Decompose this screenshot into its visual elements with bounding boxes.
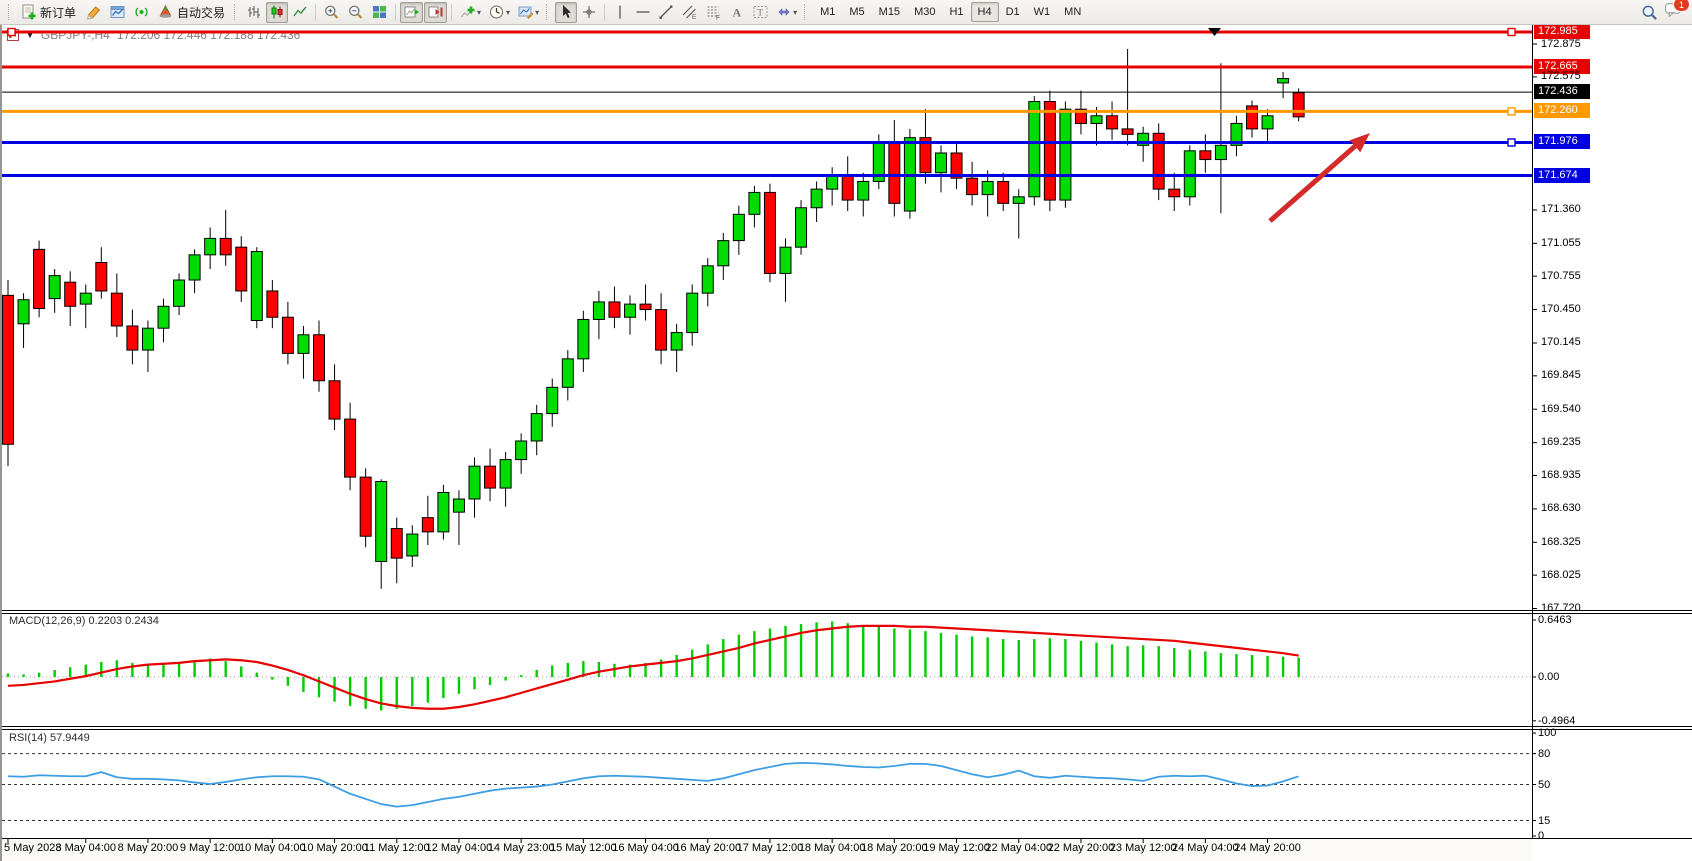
toolbar-separator xyxy=(395,3,397,21)
trendline-button[interactable] xyxy=(655,2,677,23)
cursor-button[interactable] xyxy=(555,1,578,23)
toolbar-gripper[interactable] xyxy=(8,4,13,20)
dropdown-caret-icon: ▾ xyxy=(506,7,511,17)
expand-triangle-icon[interactable]: ▼ xyxy=(26,30,34,40)
horizontal-line-button[interactable] xyxy=(632,2,654,23)
horizontal-line-icon xyxy=(636,11,650,13)
auto-scroll-button[interactable] xyxy=(400,1,424,23)
toolbar-gripper[interactable] xyxy=(804,4,809,20)
signal-icon xyxy=(135,7,148,17)
zoom-out-icon xyxy=(349,5,363,19)
timeframe-m1-button[interactable]: M1 xyxy=(820,6,836,18)
timeframe-d1-button[interactable]: D1 xyxy=(1005,6,1020,18)
crayon-icon xyxy=(86,6,101,20)
signals-button[interactable] xyxy=(130,2,153,23)
template-icon xyxy=(518,6,534,19)
search-icon[interactable] xyxy=(1641,4,1658,21)
chart-profile-button[interactable] xyxy=(106,2,129,23)
vertical-line-icon xyxy=(619,5,621,19)
crosshair-button[interactable] xyxy=(578,2,600,23)
new-order-button[interactable]: 新订单 xyxy=(17,2,81,23)
auto-scroll-icon xyxy=(404,6,420,18)
candlestick-icon xyxy=(271,5,283,19)
notification-badge: 1 xyxy=(1673,0,1690,12)
toolbar-separator xyxy=(604,3,606,21)
tile-windows-icon xyxy=(373,6,387,18)
crosshair-icon xyxy=(583,6,596,18)
trendline-icon xyxy=(659,5,673,19)
timeframe-mn-button[interactable]: MN xyxy=(1064,6,1082,18)
line-chart-button[interactable] xyxy=(289,2,311,23)
add-indicator-button[interactable]: ▾ xyxy=(456,2,484,23)
text-label-icon: T xyxy=(753,6,768,19)
text-a-icon: A xyxy=(733,6,742,20)
autotrading-icon xyxy=(159,4,172,18)
macd-indicator-label: MACD(12,26,9) 0.2203 0.2434 xyxy=(9,615,159,627)
rsi-indicator-label: RSI(14) 57.9449 xyxy=(9,732,90,744)
template-button[interactable]: ▾ xyxy=(514,2,542,23)
timeframe-m5-button[interactable]: M5 xyxy=(849,6,865,18)
vertical-line-button[interactable] xyxy=(609,2,631,23)
price-chart-canvas[interactable] xyxy=(2,25,1692,861)
period-button[interactable]: ▾ xyxy=(485,2,513,23)
zoom-in-icon xyxy=(325,5,339,19)
svg-text:F: F xyxy=(716,15,720,21)
arrows-icon xyxy=(778,8,790,16)
chart-shift-icon xyxy=(428,6,443,18)
fibonacci-button[interactable]: F xyxy=(702,2,725,23)
timeframe-h1-button[interactable]: H1 xyxy=(949,6,964,18)
toolbar-separator xyxy=(451,3,453,21)
svg-text:A: A xyxy=(733,6,742,20)
text-label-button[interactable]: T xyxy=(749,2,772,23)
channel-icon: E xyxy=(682,5,697,20)
add-indicator-icon xyxy=(461,6,475,18)
fibonacci-icon: F xyxy=(707,6,720,21)
dropdown-caret-icon: ▾ xyxy=(535,7,540,17)
toolbar-right: 1 xyxy=(1641,0,1690,23)
dropdown-caret-icon: ▾ xyxy=(477,7,482,17)
chat-button[interactable]: 1 xyxy=(1664,0,1690,23)
zoom-in-button[interactable] xyxy=(320,2,343,23)
text-button[interactable]: A xyxy=(726,2,748,23)
svg-text:T: T xyxy=(757,9,763,19)
dropdown-caret-icon: ▾ xyxy=(793,7,798,17)
svg-text:E: E xyxy=(692,14,697,20)
cursor-icon xyxy=(563,5,572,18)
bar-chart-icon xyxy=(248,6,261,18)
autotrading-button[interactable]: 自动交易 xyxy=(154,2,230,23)
new-order-label: 新订单 xyxy=(40,5,77,20)
chart-window: ▼ GBPJPY-,H4 172.206 172.446 172.188 172… xyxy=(0,24,1692,861)
line-chart-icon xyxy=(293,6,307,17)
new-order-icon xyxy=(22,4,36,20)
candlestick-chart-button[interactable] xyxy=(266,1,289,23)
chart-window-icon xyxy=(110,6,125,18)
chart-shift-button[interactable] xyxy=(424,1,448,23)
timeframe-w1-button[interactable]: W1 xyxy=(1033,6,1051,18)
equidistant-channel-button[interactable]: E xyxy=(678,2,701,23)
timeframe-m15-button[interactable]: M15 xyxy=(878,6,901,18)
tile-windows-button[interactable] xyxy=(368,2,391,23)
toolbar: 新订单 自动交易 xyxy=(0,0,1692,25)
timeframe-group: M1 M5 M15 M30 H1 H4 D1 W1 MN xyxy=(813,2,1088,22)
arrows-button[interactable]: ▾ xyxy=(773,2,800,23)
toolbar-separator xyxy=(315,3,317,21)
timeframe-h4-button[interactable]: H4 xyxy=(970,2,999,22)
toolbar-gripper[interactable] xyxy=(234,4,239,20)
bar-chart-button[interactable] xyxy=(243,2,265,23)
highlighter-button[interactable] xyxy=(82,2,105,23)
zoom-out-button[interactable] xyxy=(344,2,367,23)
clock-icon xyxy=(490,5,504,19)
autotrading-label: 自动交易 xyxy=(177,5,226,20)
time-axis[interactable] xyxy=(2,838,1532,861)
timeframe-m30-button[interactable]: M30 xyxy=(914,6,936,18)
toolbar-gripper[interactable] xyxy=(546,4,551,20)
